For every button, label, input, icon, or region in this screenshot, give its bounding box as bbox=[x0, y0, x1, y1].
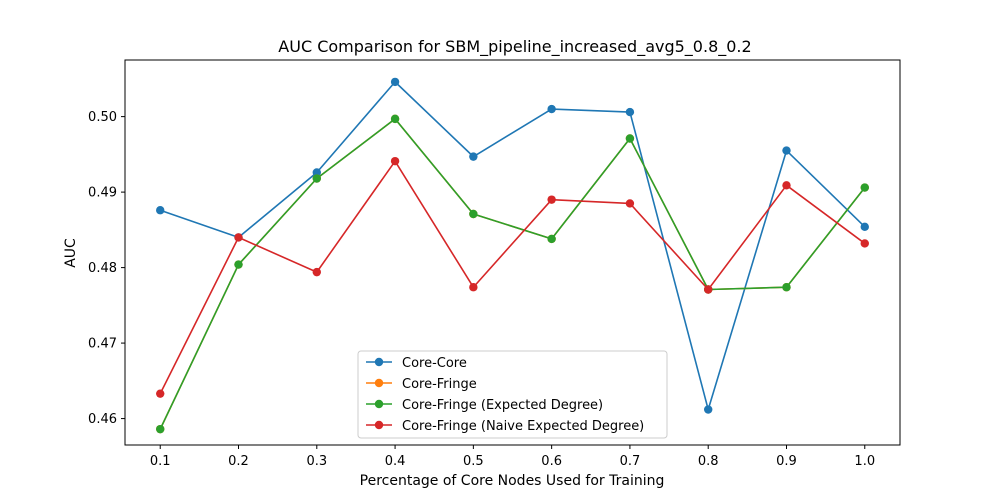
data-point bbox=[625, 199, 635, 208]
legend-marker bbox=[374, 357, 384, 367]
x-tick-label: 0.9 bbox=[776, 454, 797, 469]
x-tick-label: 0.3 bbox=[306, 454, 327, 469]
legend-box bbox=[357, 350, 668, 439]
legend-marker bbox=[374, 399, 384, 409]
data-point bbox=[390, 77, 400, 87]
x-tick-label: 0.7 bbox=[620, 454, 641, 469]
data-point bbox=[156, 424, 165, 434]
y-tick-label: 0.49 bbox=[88, 186, 117, 201]
x-tick-label: 0.4 bbox=[385, 454, 406, 469]
series-3 bbox=[156, 114, 869, 434]
data-point bbox=[312, 174, 321, 183]
data-point bbox=[469, 209, 478, 219]
y-tick-label: 0.50 bbox=[88, 110, 117, 125]
legend-label: Core-Fringe (Naive Expected Degree) bbox=[402, 419, 644, 434]
data-point bbox=[469, 152, 478, 161]
y-axis-label: AUC bbox=[63, 238, 79, 268]
y-tick-label: 0.46 bbox=[88, 412, 117, 427]
data-point bbox=[860, 239, 869, 248]
chart-title: AUC Comparison for SBM_pipeline_increase… bbox=[278, 37, 751, 57]
data-point bbox=[547, 195, 556, 204]
series-line bbox=[159, 160, 866, 395]
x-tick-label: 0.6 bbox=[541, 454, 562, 469]
legend-item: Core-Core bbox=[366, 356, 467, 371]
data-point bbox=[860, 183, 869, 192]
series-1 bbox=[156, 77, 869, 414]
legend-item: Core-Fringe bbox=[366, 377, 477, 392]
data-point bbox=[625, 107, 635, 117]
plot-area bbox=[156, 77, 869, 434]
data-point bbox=[860, 222, 869, 232]
x-tick-label: 0.1 bbox=[150, 454, 171, 469]
data-point bbox=[312, 267, 321, 277]
y-axis: 0.46 0.47 0.48 0.49 0.50 bbox=[88, 110, 125, 427]
legend-marker bbox=[374, 420, 384, 430]
data-point bbox=[547, 234, 556, 244]
data-point bbox=[234, 233, 243, 242]
y-tick-label: 0.47 bbox=[88, 337, 117, 352]
legend-item: Core-Fringe (Naive Expected Degree) bbox=[366, 419, 644, 434]
series-4 bbox=[156, 156, 869, 398]
data-point bbox=[782, 283, 791, 292]
data-point bbox=[547, 104, 556, 114]
legend: Core-Core Core-Fringe Core-Fringe (Expecte… bbox=[357, 350, 668, 439]
x-axis-label: Percentage of Core Nodes Used for Traini… bbox=[360, 473, 665, 489]
data-point bbox=[704, 405, 713, 414]
data-point bbox=[782, 146, 791, 155]
series-line bbox=[159, 118, 866, 430]
legend-item: Core-Fringe (Expected Degree) bbox=[366, 398, 603, 413]
legend-label: Core-Core bbox=[402, 356, 467, 371]
x-tick-label: 0.5 bbox=[463, 454, 484, 469]
y-tick-label: 0.48 bbox=[88, 261, 117, 276]
legend-label: Core-Fringe (Expected Degree) bbox=[402, 398, 603, 413]
data-point bbox=[704, 285, 713, 294]
data-point bbox=[625, 134, 635, 143]
data-point bbox=[156, 206, 165, 215]
data-point bbox=[156, 389, 165, 398]
data-point bbox=[234, 260, 243, 269]
data-point bbox=[312, 168, 321, 177]
x-tick-label: 1.0 bbox=[854, 454, 875, 469]
series-line bbox=[159, 81, 866, 411]
x-tick-label: 0.8 bbox=[698, 454, 719, 469]
legend-marker bbox=[374, 378, 384, 388]
data-point bbox=[782, 181, 791, 190]
data-point bbox=[469, 283, 478, 292]
x-axis: 0.1 0.2 0.3 0.4 0.5 0.6 0.7 0.8 0.9 1.0 bbox=[150, 445, 875, 469]
legend-label: Core-Fringe bbox=[402, 377, 477, 392]
data-point bbox=[390, 114, 400, 124]
x-tick-label: 0.2 bbox=[228, 454, 249, 469]
plot-frame bbox=[124, 59, 901, 446]
data-point bbox=[390, 156, 400, 166]
